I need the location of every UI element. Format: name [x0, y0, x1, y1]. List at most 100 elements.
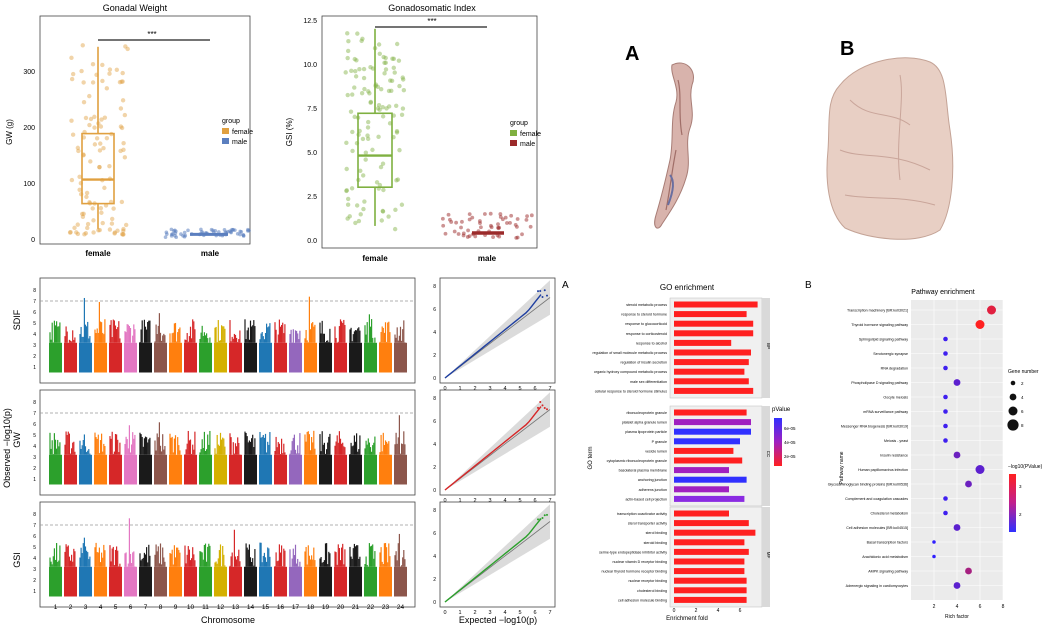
gsi-point-female — [376, 103, 382, 108]
manhattan-chrom-block — [349, 454, 362, 485]
go-bar — [674, 596, 747, 603]
gsi-point-female — [344, 188, 349, 194]
qq-tail-point — [537, 518, 539, 521]
manhattan-chrom-block — [229, 342, 242, 373]
manhattan-chrom-label: 22 — [367, 604, 375, 611]
go-term-label: nuclear vitamin D receptor binding — [612, 560, 667, 564]
gsi-point-male — [505, 221, 509, 225]
manhattan-chrom-block — [94, 566, 107, 597]
gonad-photo-a-detail — [665, 79, 683, 211]
gonad-photo-a-vessel — [667, 174, 675, 206]
gsi-point-male — [528, 224, 533, 229]
gw-point-female — [120, 232, 125, 237]
gsi-point-male — [525, 214, 529, 219]
manhattan-chrom-label: 12 — [217, 604, 225, 611]
gsi-point-female — [383, 60, 388, 65]
manhattan-chrom-block — [334, 566, 347, 597]
gw-point-female — [67, 230, 73, 235]
gsi-point-male — [467, 212, 472, 217]
gw-point-female — [110, 216, 115, 222]
gsi-point-female — [344, 166, 349, 172]
gsi-point-female — [361, 206, 366, 212]
manhattan-chrom-block — [49, 566, 62, 597]
gsi-point-female — [393, 207, 398, 213]
go-bar — [674, 539, 745, 546]
pw-pathway-label: Sphingolipid signaling pathway — [859, 338, 908, 342]
gsi-point-female — [359, 38, 364, 44]
gw-significance: *** — [147, 30, 156, 39]
gw-legend-title: group — [222, 118, 240, 125]
manhattan-chrom-label: 2 — [69, 604, 73, 611]
gsi-ytick: 2.5 — [307, 194, 317, 201]
pw-pathway-label: mRNA surveillance pathway — [863, 410, 908, 414]
qq-ytick: 0 — [433, 376, 436, 382]
gw-y-ticks: 0 100 200 300 — [23, 69, 35, 244]
gsi-point-male — [440, 216, 445, 221]
gsi-point-female — [365, 125, 371, 130]
manhattan-chrom-block — [94, 342, 107, 373]
manhattan-chrom-block — [244, 566, 257, 597]
manhattan-chrom-block — [199, 454, 212, 485]
gw-point-female — [99, 210, 104, 215]
gsi-title: Gonadosomatic Index — [388, 3, 476, 13]
go-term-label: cell adhesion molecule binding — [618, 598, 667, 602]
qq-ytick: 4 — [433, 330, 436, 336]
gw-point-female — [114, 67, 120, 72]
manhattan-chrom-block — [334, 342, 347, 373]
gw-point-female — [76, 148, 81, 154]
manhattan-chrom-block — [139, 454, 152, 485]
gw-point-female — [90, 80, 96, 85]
gw-point-female — [118, 148, 123, 154]
pw-pathway-label: Insulin resistance — [880, 454, 908, 458]
gsi-point-female — [391, 65, 396, 71]
go-bar — [674, 359, 749, 366]
gw-point-male — [239, 229, 244, 234]
pw-title: Pathway enrichment — [911, 289, 974, 296]
qq-xtick: 4 — [503, 610, 506, 616]
gw-point-female — [85, 225, 90, 231]
manhattan-common-ylabel: Observed −log10(p) — [2, 408, 12, 488]
manhattan-chrom-label: 20 — [337, 604, 345, 611]
gw-point-female — [75, 145, 81, 151]
gsi-ytick: 0.0 — [307, 238, 317, 245]
qq-observed-line — [444, 406, 542, 491]
gsi-point-female — [368, 100, 373, 105]
gw-point-male — [181, 234, 185, 238]
go-bar — [674, 301, 758, 308]
pw-size-legend-value: 4 — [1021, 395, 1024, 400]
gw-point-female — [125, 46, 130, 52]
gw-point-female — [92, 125, 97, 130]
gw-point-female — [109, 221, 115, 226]
gsi-point-female — [365, 136, 371, 142]
gsi-point-female — [345, 202, 351, 207]
pw-ylabel: Pathway name — [839, 451, 845, 484]
go-term-label: organic hydroxy compound metabolic proce… — [594, 370, 667, 374]
qq-xtick: 3 — [488, 386, 491, 392]
go-legend-title: pValue — [772, 407, 791, 413]
manhattan-chrom-block — [334, 454, 347, 485]
qq-confidence-band — [445, 280, 550, 378]
pw-pathway-label: Serotonergic synapse — [873, 352, 908, 356]
gsi-point-female — [377, 182, 383, 188]
qq-ytick: 2 — [433, 577, 436, 583]
qq-tail-point — [539, 518, 542, 521]
qq-ytick: 6 — [433, 531, 436, 537]
gw-point-male — [213, 229, 218, 233]
manhattan-chrom-block — [304, 454, 317, 485]
pw-pathway-label: Phospholipase D signaling pathway — [851, 381, 908, 385]
manhattan-chrom-block — [64, 342, 77, 373]
gw-point-female — [83, 231, 89, 236]
go-bar — [674, 419, 751, 426]
photo-label-b: B — [840, 38, 854, 60]
gsi-ytick: 7.5 — [307, 106, 317, 113]
qq-confidence-band — [445, 392, 550, 490]
gsi-point-female — [382, 60, 387, 66]
go-term-label: male sex differentiation — [630, 380, 667, 384]
gsi-point-male — [508, 220, 512, 225]
gw-point-female — [82, 232, 87, 237]
gw-point-female — [81, 99, 87, 105]
pw-dot — [932, 540, 936, 544]
gw-point-male — [222, 227, 227, 232]
gsi-point-female — [363, 157, 368, 162]
